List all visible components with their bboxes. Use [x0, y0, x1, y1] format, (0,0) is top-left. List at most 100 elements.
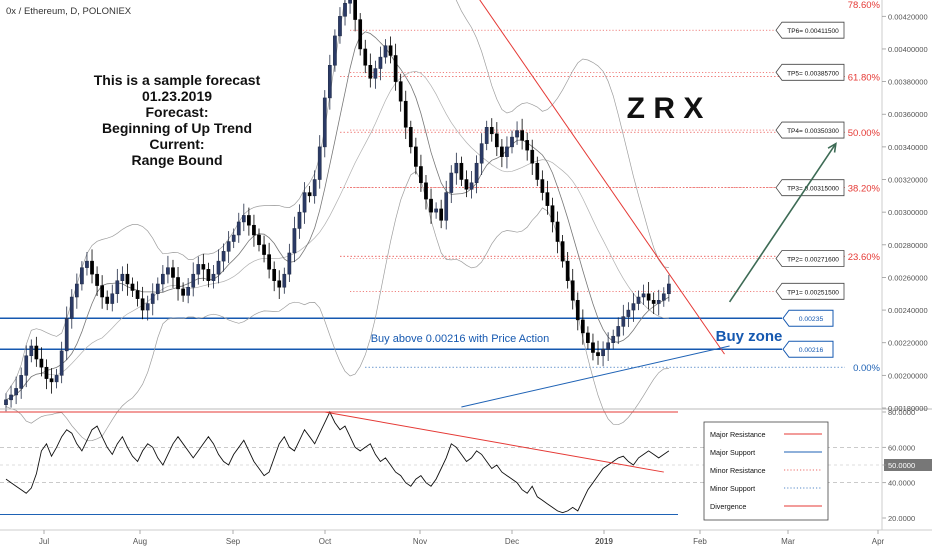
candle-body: [515, 130, 519, 138]
candle-body: [120, 273, 125, 281]
candle-body: [186, 286, 191, 296]
candle-body: [206, 269, 211, 281]
target-label: TP3= 0.00315000: [787, 186, 839, 193]
candle-body: [44, 366, 49, 379]
candle-body: [434, 208, 438, 213]
candle-body: [211, 273, 216, 281]
candle-body: [287, 252, 292, 275]
candle-body: [201, 264, 206, 270]
candle-body: [125, 273, 130, 285]
candle-body: [454, 162, 459, 174]
zone-callout: [782, 340, 834, 358]
buy-zone-label: Buy zone: [716, 328, 783, 345]
forecast-note-line: Forecast:: [145, 104, 208, 120]
candle-body: [474, 162, 479, 184]
candle-body: [505, 146, 509, 157]
candle-body: [49, 378, 54, 383]
candle-body: [4, 399, 8, 405]
candle-body: [403, 100, 408, 128]
time-tick-label: Feb: [693, 537, 707, 546]
candle-body: [322, 97, 327, 148]
candle-body: [545, 192, 550, 206]
candle-body: [191, 273, 196, 288]
candle-body: [24, 355, 29, 376]
candle-body: [586, 332, 590, 343]
candle-body: [85, 260, 89, 268]
fib-level-label: 78.60%: [848, 0, 881, 11]
candle-body: [196, 264, 201, 275]
candle-body: [262, 244, 266, 255]
candle-body: [424, 182, 428, 200]
forecast-note-line: Beginning of Up Trend: [102, 120, 252, 136]
candle-body: [312, 179, 317, 197]
candle-body: [464, 179, 469, 190]
forecast-note-line: Range Bound: [132, 152, 223, 168]
legend-entry-label: Divergence: [710, 502, 746, 511]
candle-body: [611, 335, 616, 343]
candle-body: [525, 140, 530, 151]
candle-body: [171, 267, 175, 278]
candle-body: [277, 280, 282, 288]
candle-body: [616, 326, 621, 337]
candle-body: [601, 348, 605, 357]
rsi-tick-label: 60.0000: [888, 443, 915, 452]
candle-body: [459, 162, 464, 180]
candle-body: [591, 342, 595, 353]
candle-body: [74, 283, 79, 298]
candle-body: [353, 0, 357, 20]
candle-body: [484, 127, 489, 144]
candle-body: [292, 228, 297, 254]
symbol-title: 0x / Ethereum, D, POLONIEX: [6, 6, 132, 17]
target-label: TP1= 0.00251500: [787, 289, 839, 296]
candle-body: [166, 267, 170, 275]
price-tick-label: 0.00200000: [888, 371, 928, 380]
candle-body: [378, 56, 383, 69]
fib-level-label: 61.80%: [848, 73, 881, 84]
candle-body: [115, 280, 120, 295]
candle-body: [535, 162, 540, 180]
rsi-divergence-line: [324, 411, 664, 473]
time-tick-label: Dec: [505, 537, 519, 546]
candle-body: [257, 234, 261, 246]
candle-body: [272, 269, 277, 281]
forecast-note-line: This is a sample forecast: [94, 72, 261, 88]
legend-entry-label: Minor Resistance: [710, 466, 766, 475]
candle-body: [317, 146, 322, 180]
zone-label: 0.00235: [799, 316, 824, 323]
candle-body: [130, 283, 135, 291]
candle-body: [398, 81, 403, 102]
rsi-line: [5, 410, 670, 514]
candle-body: [439, 208, 444, 221]
forecast-arrow-head: [827, 142, 837, 153]
legend-entry-label: Major Support: [710, 448, 755, 457]
candle-body: [449, 172, 454, 193]
candle-body: [661, 293, 666, 301]
zone-label: 0.00216: [799, 347, 824, 354]
candle-body: [651, 300, 656, 304]
fib-level-label: 50.00%: [848, 128, 881, 139]
target-label: TP5= 0.00385700: [787, 70, 839, 77]
candle-body: [510, 136, 514, 148]
candle-body: [19, 375, 24, 389]
forecast-arrow-shaft: [728, 143, 837, 303]
candle-body: [494, 133, 499, 148]
time-tick-label: Nov: [413, 537, 427, 546]
candle-body: [241, 215, 246, 223]
time-tick-label: Oct: [319, 537, 332, 546]
target-callout: [775, 121, 845, 139]
candle-body: [34, 345, 39, 360]
legend-entry-label: Major Resistance: [710, 430, 766, 439]
candle-body: [570, 280, 575, 301]
candle-body: [221, 251, 226, 262]
price-tick-label: 0.00220000: [888, 339, 928, 348]
candle-body: [479, 143, 484, 164]
candle-body: [373, 68, 378, 79]
candle-body: [469, 182, 474, 190]
price-tick-label: 0.00400000: [888, 45, 928, 54]
candle-body: [636, 296, 641, 304]
fib-level-label: 0.00%: [853, 363, 880, 374]
candle-body: [575, 300, 580, 321]
candle-body: [408, 127, 413, 148]
target-callout: [775, 21, 845, 39]
